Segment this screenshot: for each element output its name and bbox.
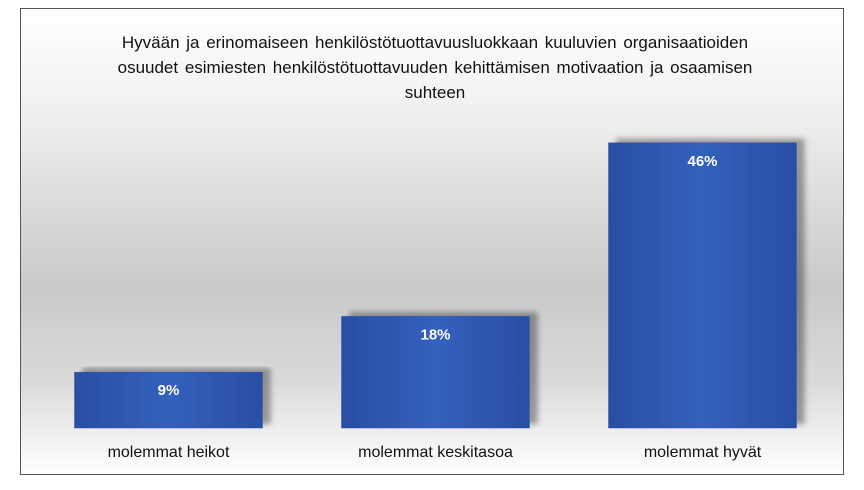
x-tick-label: molemmat hyvät <box>644 444 762 461</box>
bar <box>341 316 530 429</box>
bar <box>608 142 797 429</box>
x-tick-label: molemmat keskitasoa <box>358 444 513 461</box>
value-label: 9% <box>158 382 180 399</box>
value-label: 46% <box>687 153 717 170</box>
value-label: 18% <box>420 326 450 343</box>
x-tick-label: molemmat heikot <box>108 444 230 461</box>
chart-title: Hyvään ja erinomaiseen henkilöstötuottav… <box>117 33 753 102</box>
bar <box>74 371 263 429</box>
